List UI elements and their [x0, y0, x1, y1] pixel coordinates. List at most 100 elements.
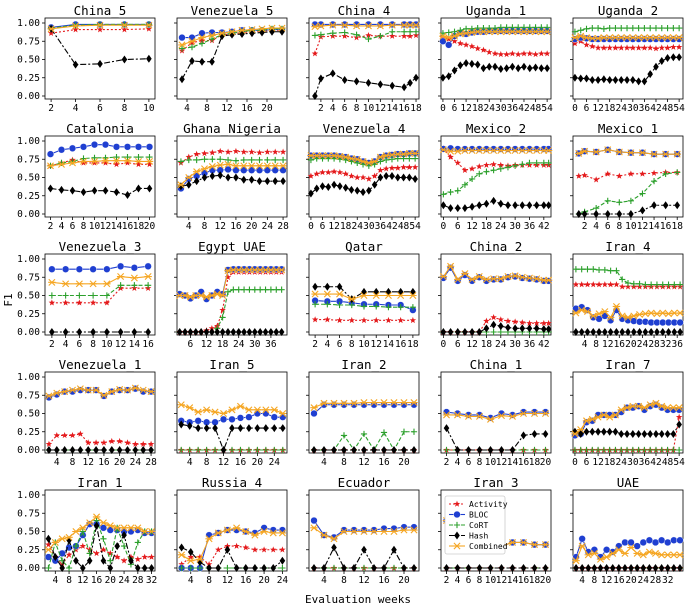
data-point — [80, 155, 87, 162]
data-point — [364, 20, 373, 29]
data-point — [497, 24, 504, 31]
data-point — [330, 155, 338, 162]
x-tick-label: 6 — [342, 103, 348, 114]
data-point — [647, 309, 655, 317]
data-point — [89, 299, 97, 306]
data-point — [617, 406, 625, 414]
data-point — [400, 526, 408, 534]
data-point — [532, 275, 541, 283]
data-point — [248, 175, 255, 184]
data-point — [582, 417, 591, 425]
data-point — [312, 92, 318, 100]
data-point — [624, 313, 632, 321]
data-point — [503, 24, 510, 31]
data-point — [188, 39, 196, 46]
data-point — [45, 541, 52, 548]
legend-label: BLOC — [469, 511, 488, 520]
data-point — [487, 446, 494, 454]
data-point — [93, 521, 100, 530]
data-point — [177, 181, 185, 189]
data-point — [533, 319, 540, 326]
data-point — [658, 429, 665, 438]
data-point — [377, 33, 384, 40]
panel-title: Mexico_2 — [466, 121, 526, 136]
data-point — [577, 306, 586, 314]
data-point — [606, 446, 613, 454]
x-tick-label: 24 — [233, 339, 245, 350]
x-tick-label: 24 — [638, 575, 650, 586]
x-tick-label: 8 — [592, 575, 598, 586]
data-point — [217, 171, 224, 180]
x-tick-label: 42 — [538, 221, 549, 232]
data-point — [533, 159, 540, 166]
data-point — [575, 210, 582, 218]
data-point — [497, 316, 505, 323]
data-point — [445, 72, 452, 81]
data-point — [371, 564, 377, 572]
series-line — [47, 525, 152, 570]
data-point — [324, 316, 331, 323]
data-point — [224, 545, 231, 554]
x-tick-label: 16 — [378, 457, 390, 468]
data-point — [400, 32, 408, 39]
x-tick-label: 6 — [70, 221, 76, 232]
data-point — [600, 411, 608, 419]
data-point — [504, 273, 512, 281]
legend-label: Combined — [469, 542, 508, 551]
data-point — [148, 564, 155, 572]
x-tick-label: 24 — [352, 221, 364, 232]
data-point — [128, 556, 134, 565]
x-tick-label: 8 — [477, 575, 483, 586]
data-point — [607, 281, 614, 288]
x-tick-label: 18 — [410, 103, 422, 114]
data-point — [400, 163, 407, 171]
data-point — [580, 147, 589, 155]
panel-title: Qatar — [345, 239, 383, 254]
data-point — [675, 43, 683, 50]
data-point — [178, 564, 185, 572]
data-point — [348, 172, 355, 179]
data-point — [90, 328, 96, 336]
data-point — [525, 274, 534, 282]
series-line — [50, 28, 149, 66]
x-tick-label: 6 — [455, 221, 461, 232]
x-tick-label: 12 — [375, 103, 386, 114]
data-point — [102, 154, 109, 161]
data-point — [639, 538, 647, 547]
x-tick-label: 18 — [671, 221, 683, 232]
data-point — [591, 564, 598, 572]
data-point — [320, 531, 328, 539]
data-point — [365, 175, 373, 182]
x-tick-label: 32 — [660, 339, 671, 350]
data-point — [653, 62, 659, 71]
data-point — [457, 61, 464, 70]
data-point — [658, 25, 665, 32]
data-point — [198, 34, 206, 42]
x-tick-label: 20 — [261, 103, 273, 114]
data-point — [618, 25, 625, 32]
data-point — [659, 328, 666, 336]
data-point — [400, 428, 408, 435]
data-point — [670, 536, 678, 544]
data-point — [475, 273, 483, 281]
data-point — [665, 281, 672, 288]
data-point — [68, 159, 77, 167]
data-point — [144, 262, 152, 270]
data-point — [445, 29, 452, 36]
data-point — [480, 64, 487, 73]
x-tick-label: 36 — [671, 339, 683, 350]
x-tick-label: 4 — [593, 221, 599, 232]
data-point — [245, 413, 253, 421]
data-point — [260, 528, 268, 535]
data-point — [247, 162, 256, 170]
data-point — [372, 292, 380, 299]
data-point — [319, 182, 326, 191]
panel-venezuela_3: Venezuela_30.000.250.500.751.002 4 6 8 10 12 1… — [17, 239, 156, 350]
data-point — [228, 446, 236, 454]
data-point — [616, 564, 622, 572]
data-point — [451, 28, 458, 35]
data-point — [612, 427, 619, 436]
data-point — [262, 409, 270, 418]
data-point — [440, 328, 447, 336]
